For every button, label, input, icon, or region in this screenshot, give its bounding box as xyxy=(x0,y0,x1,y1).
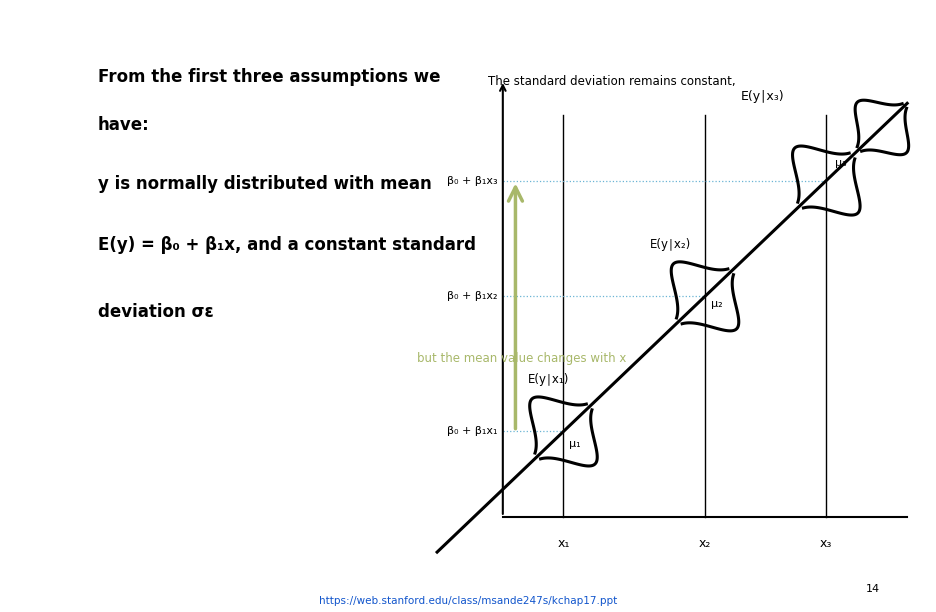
Text: https://web.stanford.edu/class/msande247s/kchap17.ppt: https://web.stanford.edu/class/msande247… xyxy=(319,596,617,606)
Text: 14: 14 xyxy=(866,584,880,594)
Text: deviation σε: deviation σε xyxy=(97,303,213,321)
Text: The standard deviation remains constant,: The standard deviation remains constant, xyxy=(488,75,736,88)
Text: E(y∣x₂): E(y∣x₂) xyxy=(650,238,691,251)
Text: β₀ + β₁x₃: β₀ + β₁x₃ xyxy=(447,176,498,185)
Text: μ₁: μ₁ xyxy=(568,439,580,449)
Text: y is normally distributed with mean: y is normally distributed with mean xyxy=(97,174,431,193)
Text: E(y∣x₁): E(y∣x₁) xyxy=(528,373,569,386)
Text: have:: have: xyxy=(97,116,150,135)
Text: but the mean value changes with x: but the mean value changes with x xyxy=(417,353,626,365)
Text: From the first three assumptions we: From the first three assumptions we xyxy=(97,67,440,86)
Text: β₀ + β₁x₂: β₀ + β₁x₂ xyxy=(447,291,498,301)
Text: β₀ + β₁x₁: β₀ + β₁x₁ xyxy=(447,427,498,436)
Text: μ₂: μ₂ xyxy=(711,299,723,309)
Text: x₃: x₃ xyxy=(820,537,832,550)
Text: E(y) = β₀ + β₁x, and a constant standard: E(y) = β₀ + β₁x, and a constant standard xyxy=(97,236,475,254)
Text: x₁: x₁ xyxy=(557,537,570,550)
Text: x₂: x₂ xyxy=(699,537,711,550)
Text: μ₃: μ₃ xyxy=(836,158,847,168)
Text: E(y∣x₃): E(y∣x₃) xyxy=(740,90,784,103)
